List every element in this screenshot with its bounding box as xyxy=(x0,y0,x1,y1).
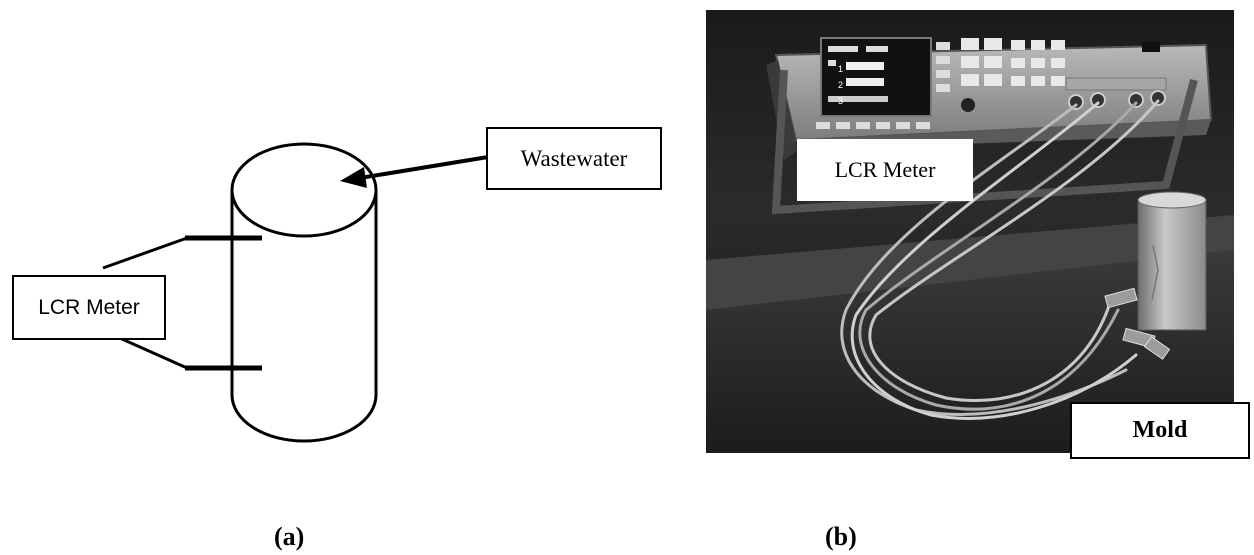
wastewater-label: Wastewater xyxy=(486,127,662,190)
lcr-meter-label-b: LCR Meter xyxy=(797,139,973,201)
wire-top xyxy=(102,236,188,270)
mold-label: Mold xyxy=(1070,402,1250,459)
wastewater-arrow xyxy=(340,155,489,188)
caption-b: (b) xyxy=(825,522,857,551)
wire-bottom xyxy=(112,333,188,370)
screen-readout-2: 2 xyxy=(838,80,843,90)
photo-scene: 1 2 3 xyxy=(706,10,1234,453)
lcr-meter-photo: 1 2 3 xyxy=(706,10,1234,453)
diagram-panel-a xyxy=(102,142,489,443)
caption-a: (a) xyxy=(274,522,305,551)
mold-cylinder xyxy=(1137,191,1207,331)
lcr-meter-label-a: LCR Meter xyxy=(12,275,166,340)
lcr-terminals xyxy=(1068,90,1166,110)
screen-readout-1: 1 xyxy=(838,64,843,74)
alligator-clips xyxy=(1104,287,1171,360)
cylinder xyxy=(230,142,378,443)
screen-readout-3: 3 xyxy=(838,96,843,106)
